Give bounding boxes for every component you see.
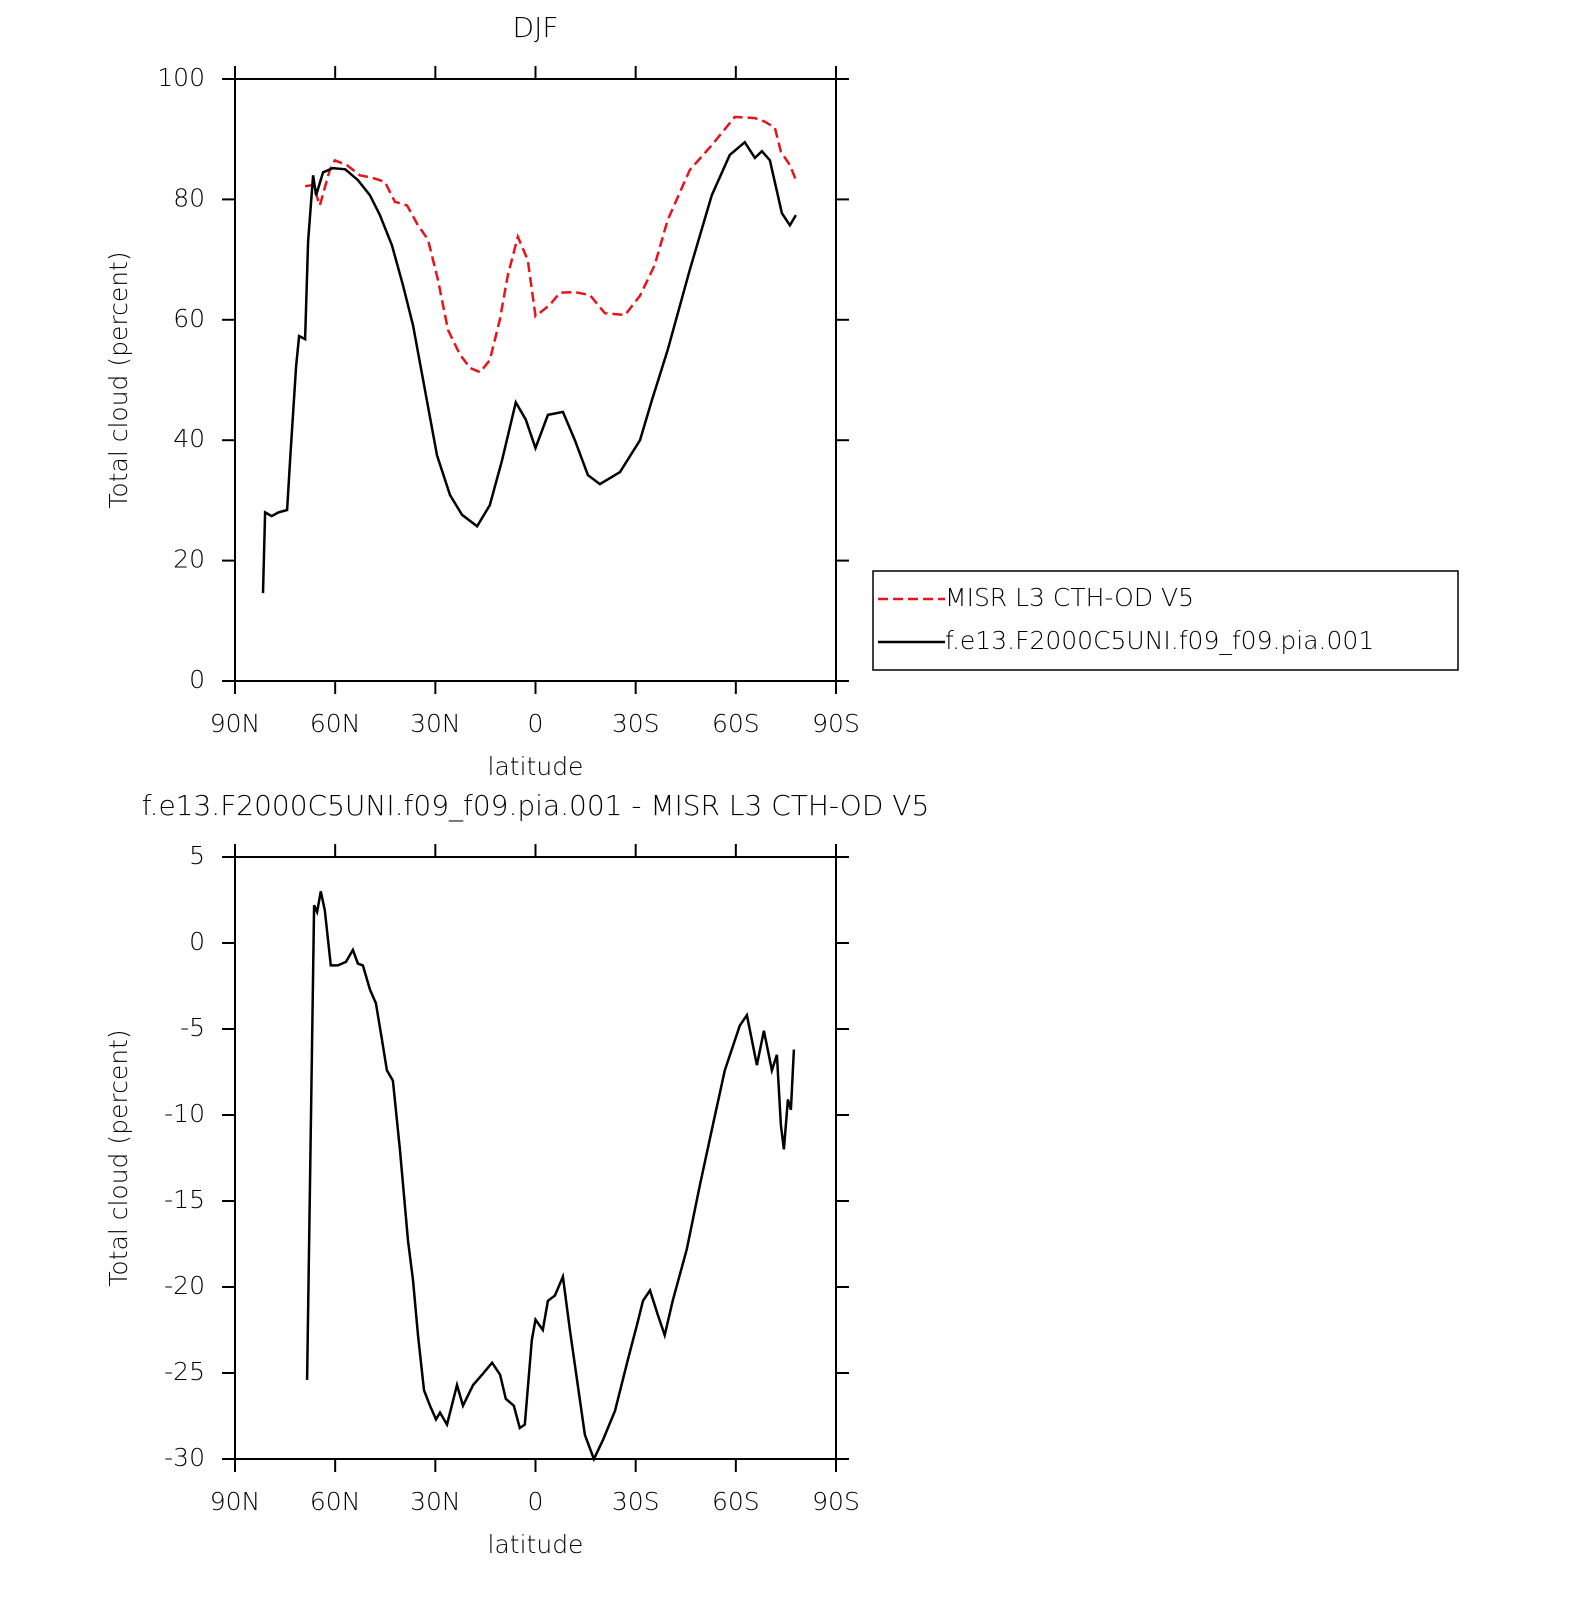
chart-title: DJF <box>513 11 559 44</box>
y-tick-label: -15 <box>164 1185 205 1214</box>
x-tick-label: 90S <box>812 1487 860 1516</box>
plot-frame <box>234 856 837 1460</box>
x-tick-label: 90N <box>210 1487 261 1516</box>
x-tick-label: 60N <box>310 709 361 738</box>
legend-label: MISR L3 CTH-OD V5 <box>945 583 1194 612</box>
chart-title: f.e13.F2000C5UNI.f09_f09.pia.001 - MISR … <box>142 789 930 823</box>
plot-frame <box>234 78 837 682</box>
x-tick-label: 30S <box>612 1487 660 1516</box>
y-tick-label: -20 <box>164 1271 205 1300</box>
series-line <box>305 891 796 1463</box>
y-tick-label: 5 <box>189 841 205 870</box>
x-axis-label: latitude <box>488 752 584 781</box>
y-tick-label: 100 <box>157 63 205 92</box>
x-axis-label: latitude <box>488 1530 584 1559</box>
y-axis-label: Total cloud (percent) <box>104 251 133 508</box>
y-axis-label: Total cloud (percent) <box>104 1029 133 1286</box>
y-tick-label: 40 <box>173 424 205 453</box>
y-tick-label: 0 <box>189 665 205 694</box>
x-tick-label: 30N <box>410 1487 461 1516</box>
y-tick-label: 80 <box>173 183 205 212</box>
x-tick-label: 0 <box>528 1487 544 1516</box>
series-line <box>304 115 798 374</box>
legend-box <box>872 570 1459 671</box>
y-tick-label: -10 <box>164 1099 205 1128</box>
legend-label: f.e13.F2000C5UNI.f09_f09.pia.001 <box>945 626 1374 655</box>
y-tick-label: 20 <box>173 545 205 574</box>
x-tick-label: 0 <box>528 709 544 738</box>
x-tick-label: 60N <box>310 1487 361 1516</box>
y-tick-label: -30 <box>164 1443 205 1472</box>
x-tick-label: 90N <box>210 709 261 738</box>
y-tick-label: 0 <box>189 927 205 956</box>
x-tick-label: 60S <box>712 709 760 738</box>
series-line <box>261 140 797 594</box>
x-tick-label: 90S <box>812 709 860 738</box>
x-tick-label: 30S <box>612 709 660 738</box>
x-tick-label: 30N <box>410 709 461 738</box>
y-tick-label: -5 <box>180 1013 205 1042</box>
y-tick-label: 60 <box>173 304 205 333</box>
y-tick-label: -25 <box>164 1357 205 1386</box>
x-tick-label: 60S <box>712 1487 760 1516</box>
